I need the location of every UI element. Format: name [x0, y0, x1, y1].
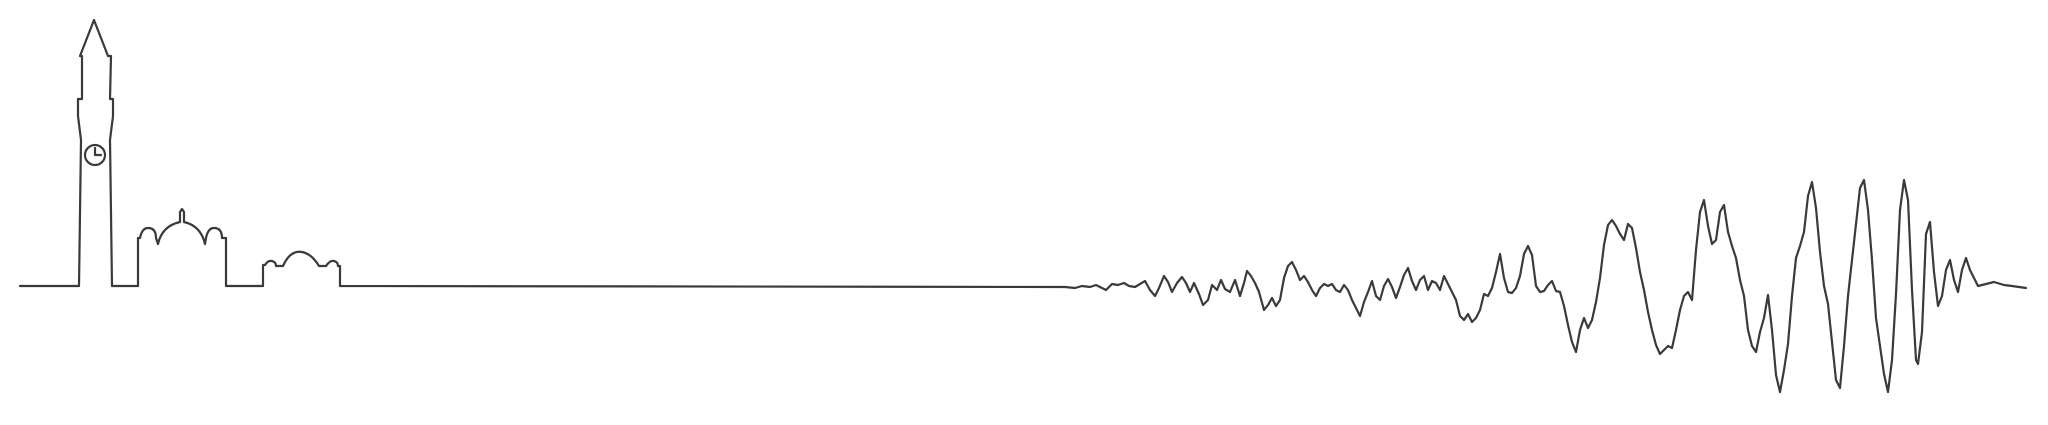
- seismograph-waveform: [1063, 178, 2028, 394]
- clock-hands: [93, 146, 103, 157]
- skyline-outline: [18, 18, 1067, 289]
- clock-icon: [83, 143, 107, 167]
